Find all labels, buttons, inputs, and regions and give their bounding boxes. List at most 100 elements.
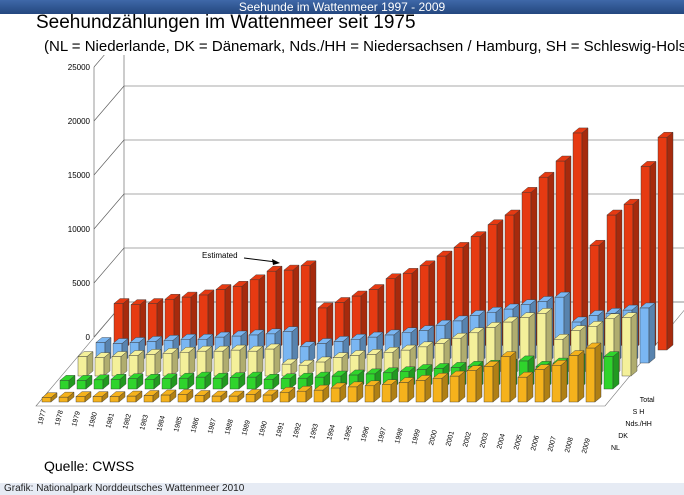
bar-top	[570, 325, 587, 331]
chart-canvas: 0 5000 10000 15000 20000 25000 1977 1978 1979 198…	[35, 55, 684, 454]
bar-top	[415, 375, 432, 381]
bar-top	[483, 361, 500, 367]
x-tick-label: 2004	[496, 433, 507, 450]
bar-top	[59, 375, 76, 381]
x-tick-label: 1995	[343, 425, 354, 442]
bar-nl	[109, 396, 120, 403]
bar-ndshh	[230, 349, 241, 377]
bar-top	[283, 264, 300, 271]
x-tick-label: 1990	[258, 420, 269, 437]
y-tick-label: 0	[86, 333, 91, 342]
bar-top	[75, 391, 92, 397]
bar-top	[434, 338, 451, 344]
bar-dk	[127, 378, 138, 390]
bar-top	[571, 316, 588, 323]
bar-top	[383, 347, 400, 353]
x-tick-label: 2002	[462, 431, 473, 448]
bar-top	[196, 345, 213, 352]
bar-top	[147, 298, 164, 304]
bar-nl	[41, 397, 52, 403]
y-tick-label: 5000	[72, 279, 90, 288]
series-label: Nds./HH	[625, 421, 651, 428]
bar-nl	[415, 380, 426, 403]
bar-dk	[178, 378, 189, 390]
y-tick-label: 25000	[68, 63, 91, 72]
bar-ndshh	[162, 353, 173, 377]
x-tick-label: 1985	[173, 416, 184, 433]
bar-top	[469, 310, 486, 316]
bar-top	[587, 321, 604, 327]
y-tick-label: 15000	[68, 171, 91, 180]
bar-top	[282, 326, 299, 332]
bar-top	[194, 390, 211, 396]
bar-top	[554, 291, 571, 298]
bar-top	[537, 296, 554, 302]
bar-top	[110, 374, 127, 380]
bar-top	[435, 320, 452, 326]
bar-side	[291, 326, 299, 364]
x-tick-label: 1989	[241, 419, 252, 436]
bar-top	[451, 333, 468, 339]
bar-top	[485, 322, 502, 328]
bar-side	[648, 302, 656, 364]
bar-ndshh	[264, 348, 275, 377]
x-tick-label: 1977	[37, 409, 48, 426]
bar-top	[385, 273, 402, 279]
bar-nl	[75, 396, 86, 403]
bar-top	[468, 327, 485, 333]
x-tick-label: 1986	[190, 417, 201, 434]
bar-top	[450, 362, 467, 368]
x-tick-label: 2009	[581, 437, 592, 454]
x-tick-label: 1984	[156, 415, 167, 432]
bar-top	[553, 334, 570, 340]
bar-top	[418, 325, 435, 331]
bar-nl	[279, 392, 290, 403]
bar-top	[143, 390, 160, 396]
bar-ndshh	[213, 350, 224, 377]
bar-top	[367, 331, 384, 338]
bar-top	[588, 310, 605, 316]
bar-nl	[262, 394, 273, 403]
bar-top	[279, 387, 296, 393]
bar-top	[518, 355, 535, 362]
bar-top	[281, 358, 298, 365]
bar-ndshh	[77, 356, 88, 377]
footer-credit: Grafik: Nationalpark Norddeutsches Watte…	[0, 483, 684, 495]
bar-nl	[432, 378, 443, 403]
bar-top	[351, 290, 368, 297]
bar-side	[666, 131, 674, 351]
bar-nl	[585, 347, 596, 403]
bar-nl	[449, 375, 460, 403]
bar-total	[657, 137, 668, 351]
bar-top	[452, 315, 469, 322]
series-label: DK	[618, 433, 628, 440]
bar-nl	[58, 396, 69, 403]
bar-top	[503, 303, 520, 310]
bar-top	[300, 260, 317, 266]
bar-top	[384, 329, 401, 336]
bar-dk	[161, 378, 172, 390]
bar-top	[314, 371, 331, 378]
series-label: S H	[633, 409, 645, 416]
bar-ndshh	[179, 352, 190, 377]
bar-top	[315, 356, 332, 363]
x-tick-label: 1982	[122, 413, 133, 430]
bar-top	[382, 367, 399, 373]
chart-subtitle: (NL = Niederlande, DK = Dänemark, Nds./H…	[44, 38, 684, 55]
bar-top	[504, 209, 521, 216]
bar-top	[215, 284, 232, 290]
bar-top	[470, 231, 487, 237]
bar-top	[111, 351, 128, 357]
bar-top	[298, 360, 315, 366]
bar-top	[297, 373, 314, 379]
bar-top	[113, 298, 130, 304]
bar-top	[248, 329, 265, 336]
bar-top	[198, 289, 215, 296]
gridline-side	[93, 85, 125, 122]
x-tick-label: 2007	[547, 436, 558, 453]
bar-top	[364, 380, 381, 386]
annotation-arrow	[243, 257, 277, 263]
x-tick-label: 1998	[394, 428, 405, 445]
x-tick-label: 1979	[71, 410, 82, 427]
bar-top	[77, 351, 94, 357]
